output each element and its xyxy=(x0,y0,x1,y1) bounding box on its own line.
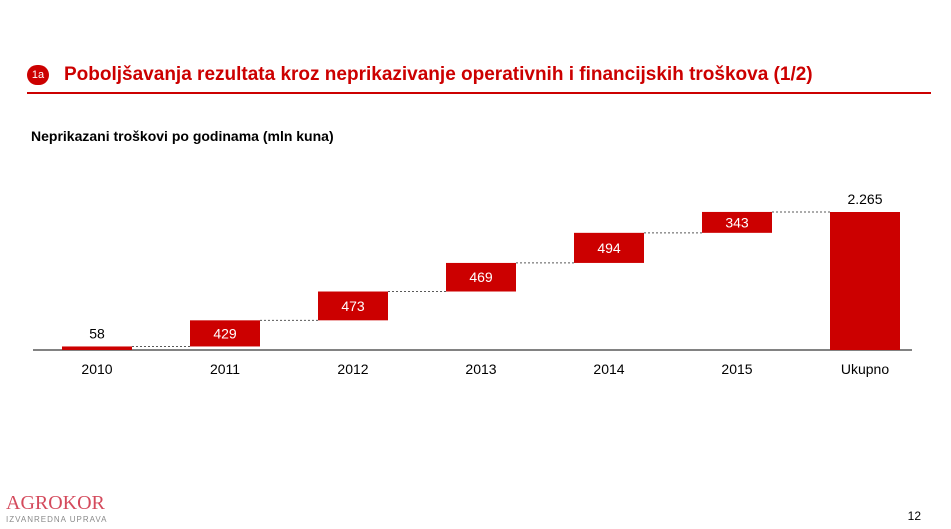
section-badge: 1a xyxy=(27,65,49,85)
bar-2014 xyxy=(574,232,644,263)
bar-2011 xyxy=(190,320,260,347)
title-divider xyxy=(27,92,931,94)
logo-subtitle: IZVANREDNA UPRAVA xyxy=(6,515,108,524)
chart-title: Neprikazani troškovi po godinama (mln ku… xyxy=(31,128,334,144)
data-label: 58 xyxy=(89,325,105,341)
data-label: 469 xyxy=(469,269,493,285)
category-label: 2013 xyxy=(465,361,496,377)
category-label: 2012 xyxy=(337,361,368,377)
category-label: 2010 xyxy=(81,361,112,377)
category-label: 2014 xyxy=(593,361,624,377)
data-label: 429 xyxy=(213,325,237,341)
logo-name: AGROKOR xyxy=(6,492,105,514)
data-label: 343 xyxy=(725,214,749,230)
category-label: 2015 xyxy=(721,361,752,377)
bar-2015 xyxy=(702,211,772,233)
bar-2013 xyxy=(446,262,516,292)
data-label: 473 xyxy=(341,298,365,314)
category-label: Ukupno xyxy=(841,361,889,377)
page-title: Poboljšavanja rezultata kroz neprikaziva… xyxy=(64,64,813,85)
bar-2010 xyxy=(62,346,132,350)
page-number: 12 xyxy=(907,509,921,523)
agrokor-logo: AGROKOR IZVANREDNA UPRAVA xyxy=(6,493,107,524)
bar-2012 xyxy=(318,291,388,321)
bar-ukupno xyxy=(830,212,900,350)
category-label: 2011 xyxy=(210,361,240,377)
data-label: 494 xyxy=(597,240,621,256)
data-label: 2.265 xyxy=(847,191,882,207)
